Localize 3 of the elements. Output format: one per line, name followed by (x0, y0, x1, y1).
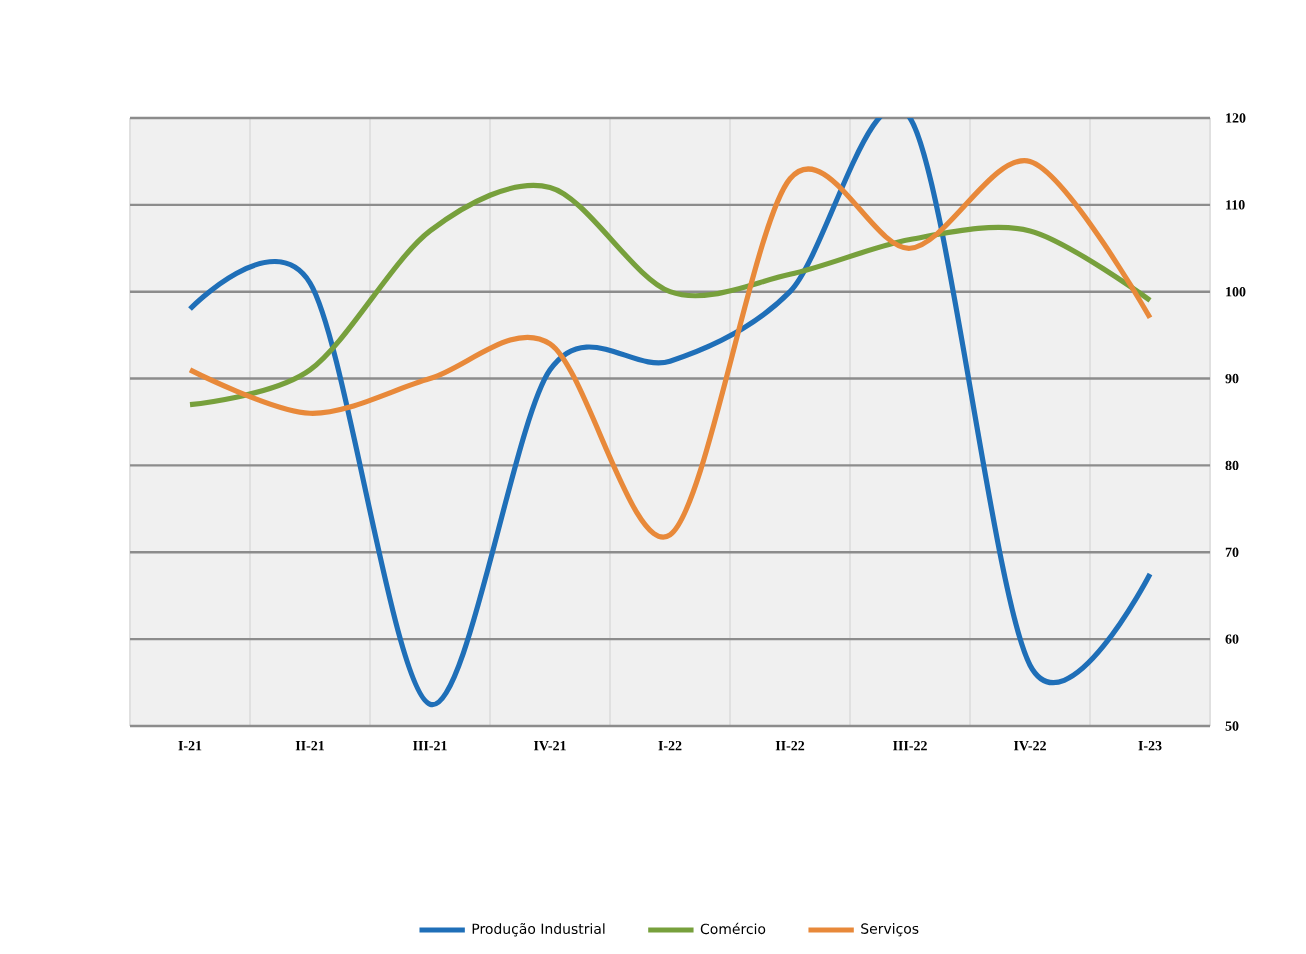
line-series (187, 117, 1153, 707)
line-series (187, 183, 1153, 408)
line-series (187, 158, 1153, 538)
